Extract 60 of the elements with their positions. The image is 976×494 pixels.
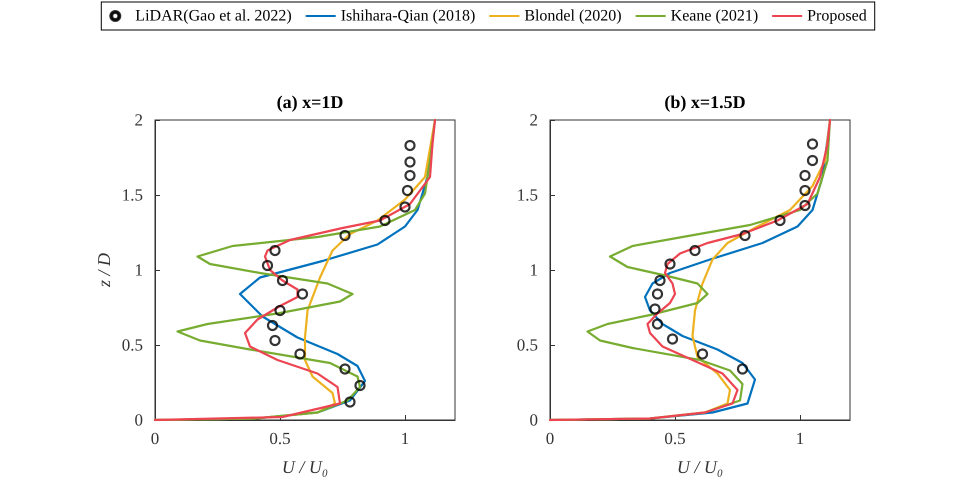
- point: [354, 380, 366, 392]
- point: [799, 170, 811, 182]
- point: [269, 334, 281, 346]
- point: [774, 214, 786, 226]
- point: [404, 170, 416, 182]
- point: [266, 320, 278, 332]
- point: [806, 138, 818, 150]
- y-tick-label: 0: [134, 410, 143, 430]
- y-tick-label: 1: [530, 260, 538, 280]
- point: [269, 244, 281, 256]
- y-tick-label: 0: [530, 410, 538, 430]
- x-tick-label: 0.5: [269, 429, 291, 448]
- point: [799, 200, 811, 212]
- legend-label: Proposed: [807, 8, 867, 24]
- point: [274, 304, 286, 316]
- point: [404, 156, 416, 168]
- y-tick-label: 0.5: [516, 336, 538, 354]
- legend-label: LiDAR(Gao et al. 2022): [135, 8, 292, 24]
- y-tick-label: 2: [134, 110, 143, 130]
- point: [664, 258, 676, 270]
- y-tick-label: 1.5: [516, 186, 538, 204]
- point: [276, 274, 288, 286]
- point: [399, 201, 411, 213]
- chart-title: (b) x=1.5D: [664, 92, 746, 112]
- legend-label: Ishihara-Qian (2018): [340, 8, 476, 24]
- point: [689, 244, 701, 256]
- point: [739, 230, 751, 242]
- point: [296, 288, 308, 300]
- point: [649, 303, 661, 315]
- point: [654, 274, 666, 286]
- point: [402, 184, 414, 196]
- legend-label: Blondel (2020): [524, 8, 622, 24]
- point: [404, 140, 416, 152]
- y-axis-title: z / D: [94, 252, 114, 288]
- point: [379, 214, 391, 226]
- x-tick-label: 1: [796, 429, 804, 448]
- y-tick-label: 1.5: [122, 186, 143, 204]
- point: [652, 288, 664, 300]
- chart-title: (a) x=1D: [276, 92, 344, 112]
- point: [294, 348, 306, 360]
- x-tick-label: 1: [400, 429, 410, 448]
- point: [339, 230, 351, 242]
- point: [736, 363, 748, 375]
- point: [262, 260, 274, 272]
- point: [344, 396, 356, 408]
- y-tick-label: 0.5: [122, 336, 143, 354]
- point: [806, 154, 818, 166]
- x-axis-title: U / U₀: [282, 457, 328, 477]
- point: [652, 318, 664, 330]
- y-tick-label: 2: [530, 110, 538, 130]
- legend-label: Keane (2021): [670, 8, 758, 24]
- point: [339, 363, 351, 375]
- x-tick-label: 0: [150, 429, 160, 448]
- point: [799, 184, 811, 196]
- x-axis-title: U / U₀: [676, 457, 724, 477]
- point: [666, 333, 678, 345]
- x-tick-label: 0: [546, 429, 554, 448]
- y-tick-label: 1: [134, 260, 143, 280]
- x-tick-label: 0.5: [664, 429, 686, 448]
- point: [696, 348, 708, 360]
